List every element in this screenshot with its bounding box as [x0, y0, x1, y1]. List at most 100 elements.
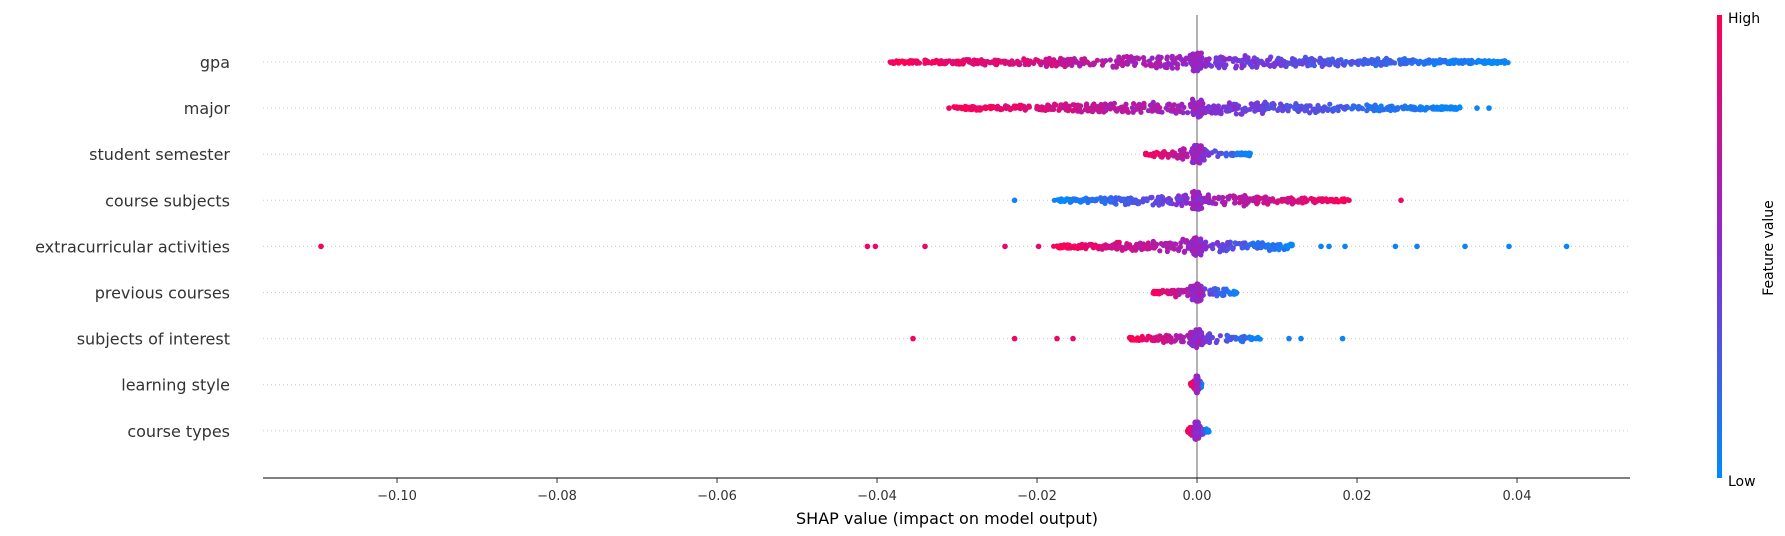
shap-point: [1043, 63, 1050, 69]
shap-point: [994, 62, 1000, 68]
shap-point: [1054, 61, 1060, 67]
shap-point: [1240, 240, 1246, 246]
shap-point: [1196, 145, 1202, 151]
feature-dots-subjects-of-interest: [910, 327, 1346, 351]
shap-point: [1116, 106, 1122, 112]
shap-point: [1185, 110, 1191, 116]
shap-outlier-point: [1002, 243, 1008, 250]
shap-outlier-point: [1286, 335, 1292, 342]
shap-point: [1162, 240, 1168, 247]
shap-point: [1489, 60, 1495, 66]
shap-point: [1165, 101, 1172, 107]
shap-point: [1298, 106, 1304, 112]
shap-point: [1264, 243, 1270, 249]
shap-point: [1452, 104, 1458, 110]
shap-point: [1078, 103, 1084, 109]
shap-point: [1143, 62, 1149, 68]
shap-point: [1181, 104, 1187, 110]
shap-point: [1198, 153, 1205, 159]
shap-point: [1145, 240, 1151, 246]
shap-point: [1336, 198, 1342, 204]
feature-label-extracurricular-activities: extracurricular activities: [35, 237, 230, 256]
shap-point: [1198, 65, 1204, 71]
shap-point: [1195, 335, 1201, 341]
shap-point: [1149, 55, 1155, 61]
shap-point: [1233, 336, 1239, 342]
shap-point: [1096, 109, 1102, 115]
shap-point: [1225, 246, 1231, 252]
shap-point: [1225, 289, 1232, 295]
shap-point: [1262, 99, 1268, 105]
shap-point: [1136, 56, 1142, 62]
shap-point: [1188, 380, 1195, 386]
feature-dots-course-types: [1184, 419, 1212, 442]
shap-point: [1031, 60, 1037, 66]
shap-point: [1481, 59, 1487, 66]
shap-point: [1136, 200, 1142, 207]
shap-point: [1110, 242, 1116, 248]
shap-point: [1116, 239, 1122, 245]
shap-point: [1229, 150, 1235, 156]
shap-point: [906, 60, 912, 66]
x-tick-label: −0.10: [377, 489, 417, 504]
shap-point: [1087, 241, 1093, 247]
shap-point: [1213, 290, 1219, 296]
shap-point: [1326, 62, 1332, 68]
shap-point: [1265, 201, 1271, 207]
shap-point: [1067, 197, 1073, 203]
shap-point: [1178, 197, 1184, 203]
shap-point: [1175, 287, 1181, 293]
shap-point: [1102, 101, 1108, 107]
shap-point: [1086, 107, 1092, 113]
shap-outlier-point: [864, 243, 871, 250]
shap-point: [1191, 235, 1197, 241]
shap-point: [1168, 339, 1174, 345]
shap-point: [1013, 60, 1019, 66]
shap-point: [1244, 245, 1250, 251]
shap-point: [1038, 105, 1044, 111]
shap-point: [950, 58, 956, 65]
shap-point: [1205, 152, 1212, 158]
x-tick-label: 0.00: [1183, 489, 1212, 504]
shap-point: [1173, 107, 1179, 113]
shap-point: [1051, 57, 1057, 63]
shap-point: [1207, 287, 1214, 293]
shap-point: [1423, 58, 1429, 64]
shap-point: [1438, 104, 1444, 110]
shap-point: [1148, 194, 1154, 201]
shap-point: [1335, 63, 1341, 69]
feature-dots-previous-courses: [1150, 281, 1240, 304]
shap-point: [1196, 51, 1202, 57]
shap-outlier-point: [1434, 105, 1440, 111]
shap-point: [1221, 286, 1227, 292]
shap-point: [1171, 153, 1177, 159]
shap-point: [1110, 64, 1116, 70]
feature-labels: gpa major student semester course subjects e…: [35, 53, 230, 441]
shap-point: [1155, 56, 1161, 62]
shap-point: [1340, 61, 1346, 67]
shap-outlier-point: [1339, 335, 1346, 342]
x-tick-label: −0.08: [537, 489, 577, 504]
shap-outlier-point: [1462, 243, 1468, 250]
feature-label-subjects-of-interest: subjects of interest: [77, 330, 230, 349]
shap-point: [981, 58, 988, 65]
shap-point: [1212, 110, 1218, 116]
shap-outlier-point: [872, 243, 879, 250]
shap-point: [1076, 242, 1082, 248]
shap-point: [1083, 246, 1089, 252]
shap-point: [1129, 199, 1135, 205]
feature-dots-extracurricular-activities: [318, 235, 1570, 258]
shap-point: [1296, 197, 1302, 203]
shap-point: [1236, 200, 1243, 206]
shap-point: [1061, 58, 1067, 64]
feature-dots-student-semester: [1142, 142, 1253, 166]
shap-point: [1232, 240, 1238, 246]
shap-point: [1191, 52, 1197, 58]
shap-point: [1356, 103, 1362, 110]
shap-point: [1173, 333, 1179, 339]
shap-point: [1190, 329, 1196, 335]
shap-point: [1077, 61, 1083, 67]
shap-point: [1322, 106, 1328, 112]
shap-point: [1216, 56, 1222, 62]
